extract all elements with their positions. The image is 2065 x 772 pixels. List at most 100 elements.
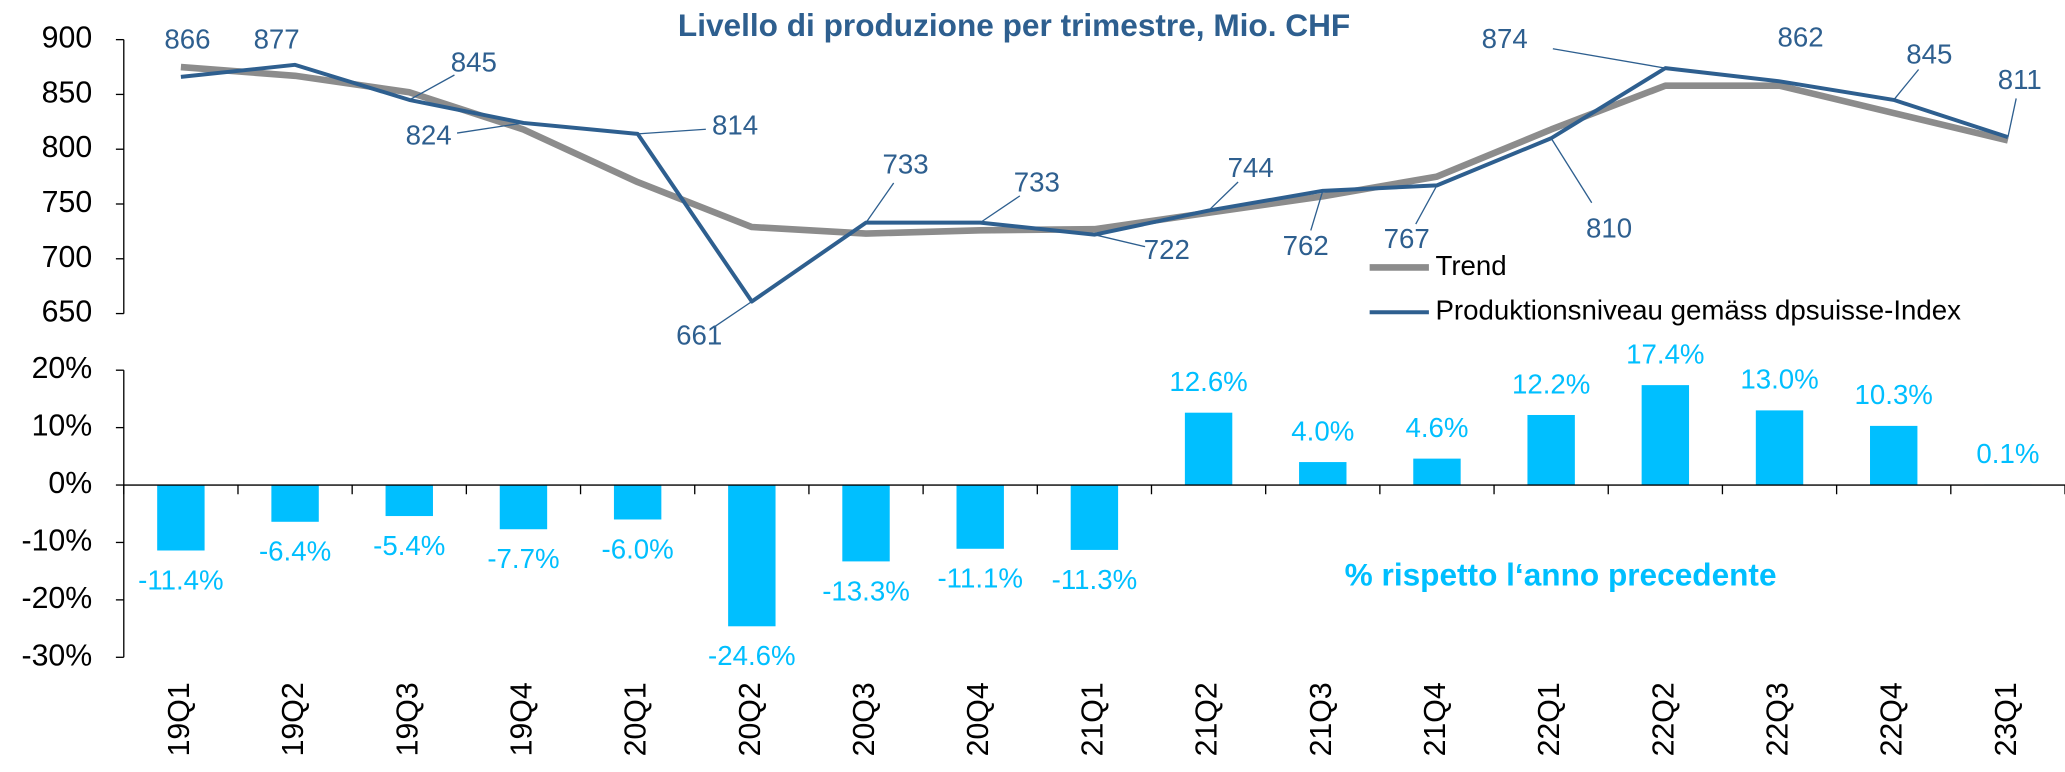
chart-title: % rispetto l‘anno precedente <box>1345 556 1777 592</box>
x-tick-label: 19Q2 <box>277 682 310 756</box>
data-label: -13.3% <box>822 575 910 606</box>
data-label: 811 <box>1998 64 2042 95</box>
x-tick-label: 20Q1 <box>620 682 653 756</box>
y-tick-label: 800 <box>42 131 93 164</box>
x-tick-label: 21Q1 <box>1076 682 1109 756</box>
data-label: 767 <box>1384 223 1430 254</box>
data-label: -11.3% <box>1052 564 1138 595</box>
leader-line <box>865 182 895 223</box>
leader-line <box>637 128 706 135</box>
x-tick-label: 19Q1 <box>163 682 196 756</box>
data-label: 744 <box>1228 152 1274 183</box>
legend-label: Produktionsniveau gemäss dpsuisse-Index <box>1435 295 1961 326</box>
data-label: 762 <box>1283 230 1329 261</box>
y-tick-label: 700 <box>42 241 93 274</box>
bar <box>1184 412 1233 486</box>
data-label: -11.4% <box>138 564 224 595</box>
x-tick-label: 19Q4 <box>505 682 538 756</box>
data-label: -24.6% <box>708 640 796 671</box>
line-series <box>180 62 2009 304</box>
x-tick-label: 22Q3 <box>1762 682 1795 756</box>
data-label: 4.0% <box>1291 415 1354 446</box>
leader-line <box>1094 234 1146 248</box>
leader-line <box>1893 69 1920 101</box>
leader-line <box>714 300 753 327</box>
y-tick-label: 10% <box>32 410 93 443</box>
data-label: 733 <box>882 148 928 179</box>
data-label: 0.1% <box>1976 438 2039 469</box>
bar <box>499 485 548 530</box>
bar <box>157 485 205 551</box>
y-tick-label: 750 <box>42 186 93 219</box>
chart-title: Livello di produzione per trimestre, Mio… <box>678 7 1350 43</box>
legend-label: Trend <box>1435 250 1506 281</box>
x-tick-label: 21Q2 <box>1191 682 1224 756</box>
bar <box>613 485 662 520</box>
line-series <box>180 63 2009 237</box>
data-label: 824 <box>406 120 452 151</box>
y-tick-label: -20% <box>21 582 92 615</box>
x-tick-label: 21Q4 <box>1419 682 1452 756</box>
data-label: 874 <box>1482 23 1528 54</box>
data-label: 733 <box>1014 167 1060 198</box>
x-tick-label: 22Q4 <box>1876 682 1909 756</box>
y-tick-label: 650 <box>42 296 93 329</box>
x-tick-label: 22Q1 <box>1533 682 1566 756</box>
x-tick-label: 21Q3 <box>1305 682 1338 756</box>
bar <box>1755 410 1804 486</box>
leader-line <box>2007 98 2017 138</box>
x-tick-label: 23Q1 <box>1990 682 2023 756</box>
data-label: 845 <box>451 47 497 78</box>
bar <box>1070 485 1119 550</box>
data-label: 810 <box>1586 213 1632 244</box>
data-label: 4.6% <box>1405 412 1468 443</box>
bar <box>1527 414 1575 486</box>
data-label: 12.6% <box>1169 366 1247 397</box>
leader-line <box>1310 190 1324 231</box>
data-label: 17.4% <box>1626 338 1704 369</box>
data-label: -6.4% <box>259 536 331 567</box>
bar <box>1299 462 1347 486</box>
y-tick-label: 20% <box>32 352 93 385</box>
data-label: 13.0% <box>1740 364 1818 395</box>
y-tick-label: 850 <box>42 76 93 109</box>
data-label: -11.1% <box>937 563 1023 594</box>
leader-line <box>1415 185 1438 225</box>
y-tick-label: 900 <box>42 22 93 55</box>
leader-line <box>456 122 524 134</box>
x-tick-label: 19Q3 <box>391 682 424 756</box>
data-label: 12.2% <box>1512 368 1590 399</box>
bar <box>728 485 776 627</box>
y-tick-label: -10% <box>21 524 92 557</box>
bar <box>842 485 890 562</box>
data-label: -5.4% <box>373 530 445 561</box>
leader-line <box>979 195 1021 224</box>
bar <box>1641 385 1690 486</box>
data-label: -7.7% <box>487 543 559 574</box>
bar <box>385 485 433 517</box>
data-label: 722 <box>1144 234 1190 265</box>
leader-line <box>1208 181 1239 212</box>
bar <box>1870 425 1918 486</box>
y-tick-label: 0% <box>48 467 92 500</box>
bar <box>1413 458 1461 486</box>
x-tick-label: 22Q2 <box>1647 682 1680 756</box>
bar <box>271 485 319 522</box>
data-label: 866 <box>164 24 210 55</box>
data-label: 845 <box>1906 39 1952 70</box>
data-label: 661 <box>676 319 722 350</box>
data-label: -6.0% <box>602 533 674 564</box>
x-tick-label: 20Q4 <box>962 682 995 756</box>
leader-line <box>1550 137 1593 204</box>
bar <box>956 485 1004 549</box>
data-label: 10.3% <box>1855 379 1933 410</box>
leader-line <box>408 74 455 101</box>
x-tick-label: 20Q3 <box>848 682 881 756</box>
leader-line <box>1552 48 1666 69</box>
x-tick-label: 20Q2 <box>734 682 767 756</box>
data-label: 877 <box>254 23 300 54</box>
y-tick-label: -30% <box>21 639 92 672</box>
data-label: 814 <box>712 110 758 141</box>
data-label: 862 <box>1778 21 1824 52</box>
